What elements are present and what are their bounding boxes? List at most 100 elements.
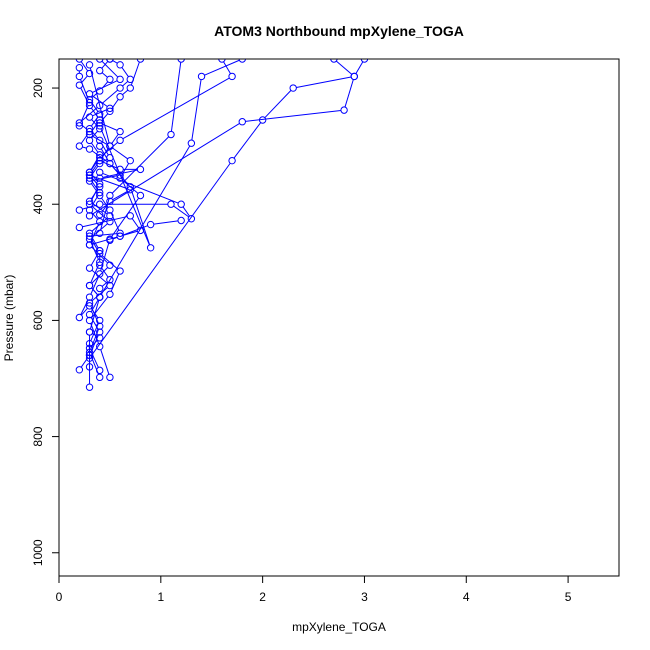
series-12-point [177,216,185,225]
series-4-point [116,93,124,101]
series-4-segment [81,307,88,316]
series-2-point [85,299,94,307]
series-15-point [116,165,124,174]
series-12-point [85,241,94,249]
series-3-point [75,119,84,127]
series-1-point [96,258,104,267]
series-18-point [85,344,94,352]
series-3-point [106,290,114,298]
series-1-point [96,180,104,188]
series-15-segment [89,67,110,144]
series-15-point [136,165,145,174]
series-4-point [106,107,114,115]
series-3-point [85,316,94,325]
series-0-point [96,66,104,75]
series-10-point [96,122,104,130]
series-9-segment [122,77,230,140]
series-2-point [96,116,104,124]
series-3-segment [112,60,118,64]
series-1-point [116,75,124,84]
series-17-point [96,246,104,255]
series-1-segment [90,265,99,283]
x-tick-label: 1 [157,590,164,604]
series-1-point [85,90,94,98]
series-13-point [116,232,124,240]
series-4-point [85,363,94,371]
series-8-point [360,59,369,63]
series-5-point [330,59,338,63]
series-13-segment [82,216,128,228]
series-1-point [75,366,84,374]
series-2-segment [91,202,108,215]
series-5-segment [264,90,292,119]
series-3-point [116,171,124,179]
x-tick-label: 2 [259,590,266,604]
series-3-point [96,342,104,351]
series-11-segment [173,205,190,218]
series-0-point [106,154,114,162]
series-6-point [187,139,196,147]
series-3-point [96,249,104,258]
series-0-point [85,206,94,214]
series-0-point [96,188,104,197]
series-3-point [75,142,84,150]
series-3-segment [110,273,120,292]
series-8-point [238,118,246,126]
series-13-point [126,212,134,220]
series-10-point [126,183,134,191]
x-tick-label: 5 [565,590,572,604]
series-3-segment [100,349,110,375]
series-3-point [116,229,124,237]
series-3-segment [101,89,118,104]
series-5-point [228,156,236,165]
series-3-point [116,267,124,275]
series-0-point [85,383,94,391]
series-3-segment [82,146,87,149]
series-2-point [85,197,94,206]
series-2-point [75,59,84,63]
y-axis-label: Pressure (mbar) [2,275,16,362]
series-3-point [85,232,94,240]
series-4-point [75,313,84,322]
series-4-point [126,84,134,92]
y-tick-label: 600 [31,310,45,330]
series-11-point [177,200,185,208]
series-5-point [85,354,94,362]
series-14-point [96,210,104,219]
series-9-point [218,59,226,63]
y-axis: 200 400 600 800 1000 [31,78,60,566]
series-4-segment [90,323,99,341]
series-2-point [106,281,114,290]
series-1-segment [92,109,108,117]
series-8-segment [344,79,354,108]
series-12-segment [122,225,148,236]
series-2-point [96,373,104,382]
series-10-point [106,159,114,168]
series-1-point [85,113,94,121]
y-tick-label: 200 [31,78,45,98]
series-8-point [340,106,348,114]
series-3-point [96,191,104,200]
y-tick-label: 400 [31,194,45,214]
series-3-point [106,59,114,63]
series-2-point [85,264,94,272]
series-11-segment [182,206,190,217]
series-0-point [96,87,104,95]
series-1-point [96,59,104,63]
series-1-point [96,328,104,336]
series-3-point [96,101,104,110]
series-2-segment [80,61,89,72]
series-14-segment [112,190,128,201]
series-4-point [85,293,94,301]
series-8-segment [92,122,240,215]
series-3-point [116,84,124,92]
series-2-segment [81,75,88,84]
series-0-segment [90,224,99,243]
series-3-point [106,206,114,214]
series-4-segment [100,242,110,272]
series-0-point [85,174,94,182]
series-17-point [106,276,114,284]
series-1-point [85,136,94,145]
series-15-point [85,61,94,69]
series-6-point [197,72,206,81]
